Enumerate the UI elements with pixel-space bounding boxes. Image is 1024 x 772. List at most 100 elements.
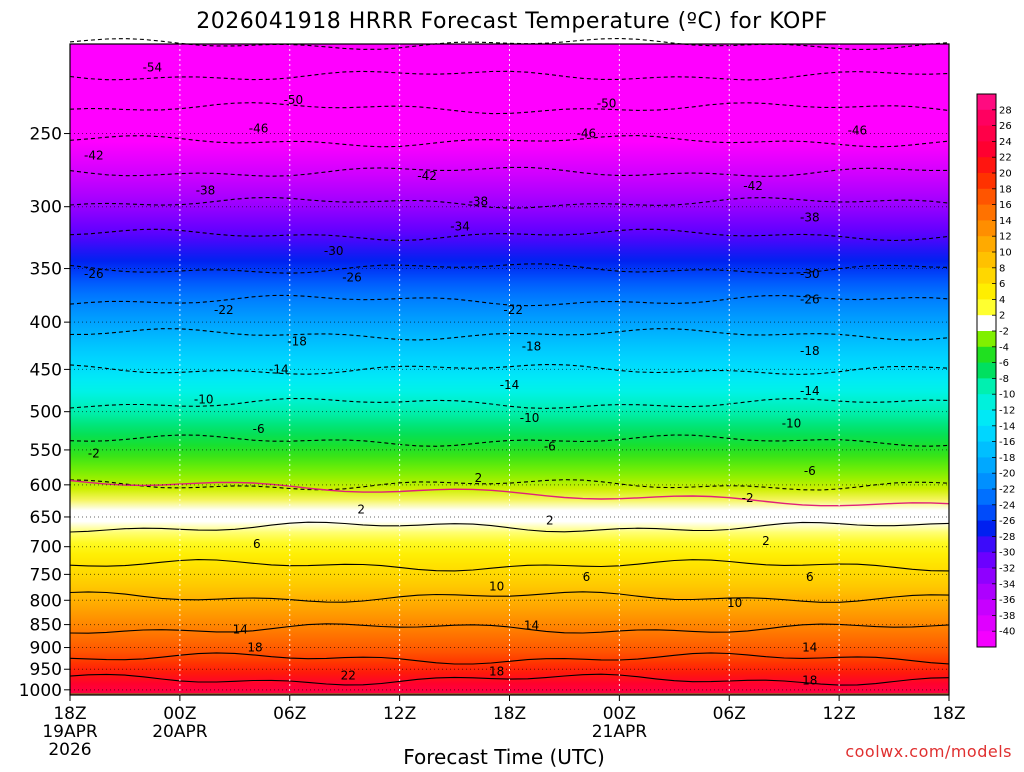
contour-label: -26 [84, 267, 104, 281]
contour-label: 2 [475, 471, 483, 485]
colorbar-swatch [977, 188, 996, 206]
colorbar-tick-label: -32 [999, 564, 1015, 575]
contour-label: 10 [727, 596, 742, 610]
contour-label: -42 [417, 169, 437, 183]
colorbar-swatch [977, 599, 996, 616]
colorbar-swatch [977, 583, 996, 601]
colorbar-swatch [977, 346, 996, 364]
colorbar-swatch [977, 473, 996, 490]
colorbar-tick-label: 14 [999, 216, 1012, 227]
colorbar-swatch [977, 331, 996, 348]
x-tick-label: 00Z [603, 704, 636, 724]
contour-label: 2 [762, 534, 770, 548]
contour-label: -54 [143, 60, 163, 74]
contour-label: -30 [800, 267, 820, 281]
contour-label: -18 [800, 344, 820, 358]
colorbar-swatch [977, 157, 996, 174]
contour-label: -6 [544, 439, 556, 453]
colorbar-swatch [977, 394, 996, 411]
colorbar-swatch [977, 552, 996, 569]
y-tick-label: 650 [30, 508, 62, 528]
y-tick-label: 400 [30, 313, 62, 333]
contour-label: -10 [194, 393, 214, 407]
colorbar-tick-label: 12 [999, 232, 1012, 243]
contour-label: -14 [800, 384, 820, 398]
colorbar-swatch [977, 378, 996, 395]
x-tick-label: 06Z [273, 704, 306, 724]
colorbar-tick-label: -16 [999, 437, 1015, 448]
colorbar-swatch [977, 568, 996, 585]
colorbar-tick-label: 22 [999, 153, 1012, 164]
colorbar-tick-label: -6 [999, 358, 1009, 369]
x-tick-label: 06Z [713, 704, 746, 724]
colorbar-tick-label: -38 [999, 611, 1015, 622]
isotherm-6 [69, 559, 950, 572]
contour-label: -50 [284, 93, 304, 107]
contour-label: 18 [802, 674, 817, 688]
contour-label: -2 [88, 447, 100, 461]
colorbar-swatch [977, 315, 996, 332]
x-tick-year: 2026 [48, 740, 91, 760]
contour-label: -42 [743, 179, 763, 193]
colorbar-tick-label: -28 [999, 532, 1015, 543]
colorbar-swatch [977, 125, 996, 142]
contour-label: -22 [503, 303, 523, 317]
colorbar-tick-label: 8 [999, 263, 1005, 274]
y-tick-label: 850 [30, 616, 62, 636]
contour-label: 14 [524, 619, 539, 633]
colorbar-swatch [977, 267, 996, 285]
y-tick-label: 250 [30, 125, 62, 145]
contour-label: -22 [214, 303, 234, 317]
contour-label: -6 [253, 422, 265, 436]
x-tick-date: 21APR [592, 722, 648, 742]
contour-label: -10 [782, 417, 802, 431]
colorbar-tick-label: 2 [999, 311, 1005, 322]
x-tick-label: 00Z [163, 704, 196, 724]
contour-label: 2 [357, 503, 365, 517]
contour-label: -18 [522, 340, 542, 354]
colorbar-swatch [977, 441, 996, 458]
contour-label: 14 [802, 641, 817, 655]
y-tick-label: 900 [30, 639, 62, 659]
colorbar-tick-label: -12 [999, 406, 1015, 417]
contour-label: -14 [269, 362, 289, 376]
colorbar-tick-label: -40 [999, 627, 1015, 638]
colorbar-swatch [977, 204, 996, 221]
y-tick-label: 350 [30, 260, 62, 280]
colorbar-swatch [977, 489, 996, 506]
contour-label: -26 [800, 292, 820, 306]
colorbar-tick-label: 18 [999, 184, 1012, 195]
contour-label: -2 [742, 491, 754, 505]
contour-label: -46 [249, 122, 269, 136]
contour-label: -46 [848, 123, 868, 137]
colorbar-swatch [977, 141, 996, 158]
colorbar-swatch [977, 536, 996, 553]
contour-label: 22 [341, 669, 356, 683]
colorbar-tick-label: -34 [999, 579, 1015, 590]
x-tick-label: 12Z [822, 704, 855, 724]
colorbar-swatch [977, 520, 996, 537]
colorbar-swatch [977, 457, 996, 474]
contour-label: 6 [806, 570, 814, 584]
contour-label: 6 [253, 537, 261, 551]
colorbar-swatch [977, 252, 996, 269]
colorbar-tick-label: -14 [999, 421, 1015, 432]
colorbar-swatch [977, 631, 996, 648]
colorbar-tick-label: -4 [999, 342, 1009, 353]
colorbar-swatch [977, 109, 996, 127]
contour-label: 10 [489, 580, 504, 594]
contour-label: -10 [520, 411, 540, 425]
colorbar-frame [976, 93, 997, 648]
x-tick-date: 20APR [152, 722, 208, 742]
colorbar-tick-label: -20 [999, 469, 1015, 480]
isotherm-10 [69, 591, 950, 603]
y-axis: 250 300 350 400 450 500 550 600 650 700 750 800 850 9… [19, 125, 70, 701]
y-tick-label: 300 [30, 198, 62, 218]
y-tick-label: 550 [30, 441, 62, 461]
isotherm-2 [69, 521, 950, 533]
contour-label: 2 [546, 514, 554, 528]
x-tick-date: 19APR [42, 722, 98, 742]
freezing-level-line [69, 479, 950, 507]
colorbar-tick-label: 10 [999, 248, 1012, 259]
